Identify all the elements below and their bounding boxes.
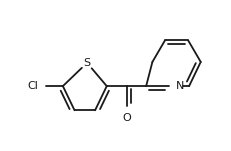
Text: Cl: Cl xyxy=(28,81,39,91)
Text: O: O xyxy=(123,113,131,123)
Text: N: N xyxy=(176,81,184,91)
Text: S: S xyxy=(83,58,91,68)
